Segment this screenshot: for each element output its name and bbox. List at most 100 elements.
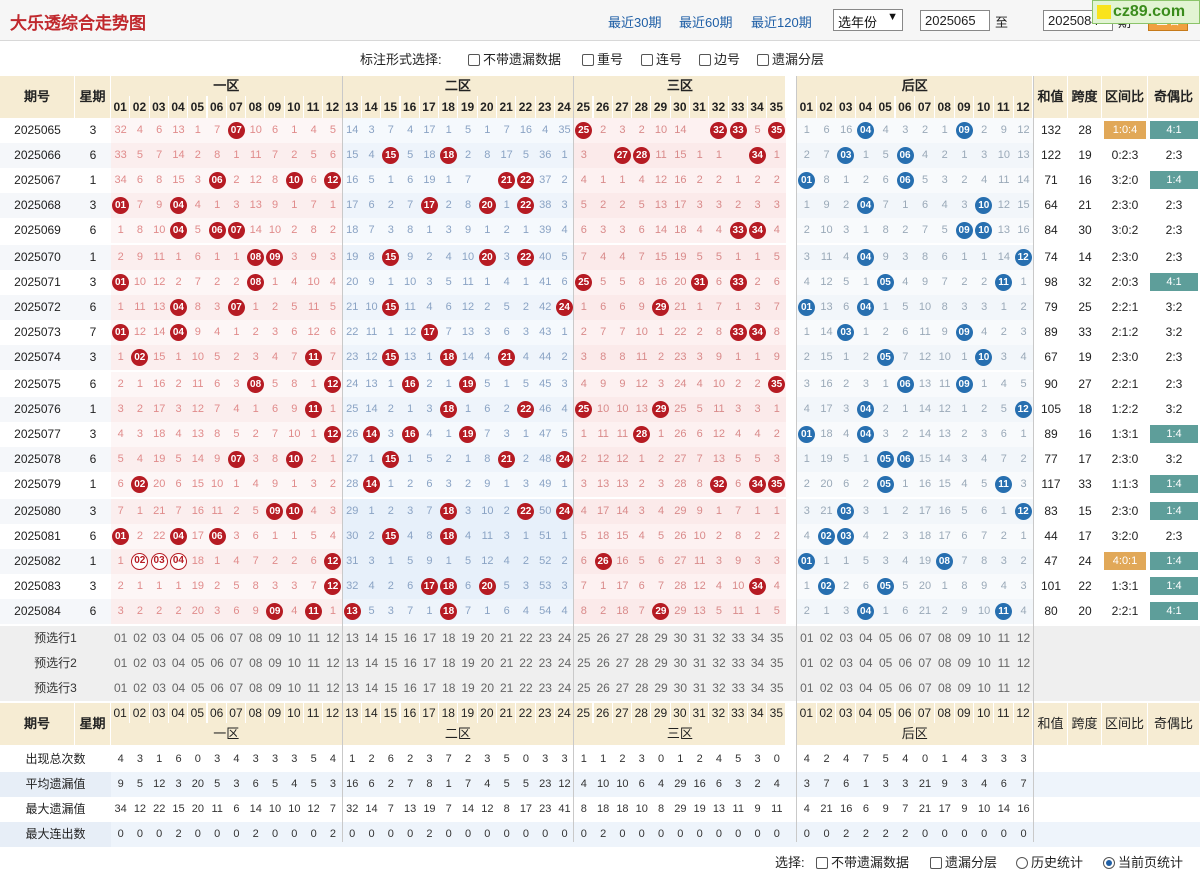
- preselect-number[interactable]: 08: [249, 656, 263, 670]
- preselect-number[interactable]: 12: [326, 631, 340, 645]
- preselect-number[interactable]: 09: [957, 656, 972, 670]
- preselect-number[interactable]: 02: [819, 631, 834, 645]
- preselect-number[interactable]: 32: [712, 656, 726, 670]
- bottom-no-miss[interactable]: 不带遗漏数据: [816, 852, 909, 871]
- preselect-number[interactable]: 12: [326, 681, 340, 695]
- preselect-number[interactable]: 30: [673, 656, 688, 670]
- preselect-number[interactable]: 19: [461, 631, 475, 645]
- radio-selected-icon[interactable]: [1103, 857, 1115, 869]
- preselect-number[interactable]: 13: [345, 681, 359, 695]
- checkbox-icon[interactable]: [699, 54, 711, 66]
- preselect-number[interactable]: 11: [997, 656, 1011, 670]
- checkbox-icon[interactable]: [641, 54, 653, 66]
- preselect-number[interactable]: 03: [152, 631, 166, 645]
- preselect-number[interactable]: 10: [287, 631, 302, 645]
- preselect-number[interactable]: 07: [918, 681, 932, 695]
- preselect-number[interactable]: 18: [442, 631, 456, 645]
- preselect-number[interactable]: 15: [384, 681, 398, 695]
- preselect-number[interactable]: 29: [654, 656, 668, 670]
- preselect-number[interactable]: 06: [210, 631, 224, 645]
- preselect-number[interactable]: 05: [191, 681, 205, 695]
- preselect-number[interactable]: 10: [287, 681, 302, 695]
- preselect-number[interactable]: 12: [326, 656, 340, 670]
- preselect-number[interactable]: 13: [345, 631, 359, 645]
- preselect-number[interactable]: 28: [635, 631, 649, 645]
- preselect-number[interactable]: 34: [750, 656, 765, 670]
- preselect-number[interactable]: 05: [878, 656, 893, 670]
- preselect-number[interactable]: 04: [859, 656, 873, 670]
- preselect-number[interactable]: 07: [229, 631, 244, 645]
- bottom-history-stats[interactable]: 历史统计: [1016, 852, 1083, 871]
- preselect-number[interactable]: 09: [268, 631, 282, 645]
- preselect-number[interactable]: 30: [673, 631, 688, 645]
- preselect-number[interactable]: 34: [750, 631, 765, 645]
- preselect-number[interactable]: 05: [191, 656, 205, 670]
- preselect-number[interactable]: 16: [403, 681, 417, 695]
- bottom-current-stats[interactable]: 当前页统计: [1103, 852, 1183, 871]
- preselect-number[interactable]: 03: [152, 681, 166, 695]
- preselect-number[interactable]: 04: [171, 656, 186, 670]
- recent-120-link[interactable]: 最近120期: [751, 15, 812, 30]
- preselect-number[interactable]: 35: [770, 681, 784, 695]
- preselect-number[interactable]: 14: [364, 656, 379, 670]
- preselect-number[interactable]: 18: [442, 656, 456, 670]
- preselect-number[interactable]: 01: [800, 681, 814, 695]
- preselect-number[interactable]: 02: [133, 631, 147, 645]
- preselect-number[interactable]: 02: [133, 656, 147, 670]
- preselect-number[interactable]: 20: [480, 681, 495, 695]
- bottom-miss-layer[interactable]: 遗漏分层: [930, 852, 997, 871]
- checkbox-icon[interactable]: [757, 54, 769, 66]
- preselect-number[interactable]: 33: [731, 681, 745, 695]
- preselect-number[interactable]: 11: [307, 681, 320, 695]
- preselect-number[interactable]: 03: [839, 656, 853, 670]
- preselect-number[interactable]: 01: [800, 631, 814, 645]
- preselect-number[interactable]: 17: [422, 656, 437, 670]
- preselect-number[interactable]: 01: [113, 656, 128, 670]
- preselect-number[interactable]: 25: [577, 681, 591, 695]
- preselect-number[interactable]: 10: [977, 631, 991, 645]
- preselect-number[interactable]: 05: [878, 681, 893, 695]
- preselect-number[interactable]: 14: [364, 631, 379, 645]
- checkbox-icon[interactable]: [582, 54, 594, 66]
- preselect-number[interactable]: 10: [287, 656, 302, 670]
- preselect-number[interactable]: 14: [364, 681, 379, 695]
- preselect-number[interactable]: 35: [770, 631, 784, 645]
- preselect-number[interactable]: 09: [268, 656, 282, 670]
- preselect-number[interactable]: 09: [268, 681, 282, 695]
- preselect-number[interactable]: 12: [1016, 681, 1031, 695]
- option-consecutive[interactable]: 连号: [641, 49, 682, 68]
- preselect-number[interactable]: 01: [800, 656, 814, 670]
- preselect-number[interactable]: 12: [1016, 656, 1031, 670]
- preselect-number[interactable]: 08: [249, 631, 263, 645]
- preselect-number[interactable]: 06: [898, 681, 913, 695]
- checkbox-icon[interactable]: [816, 857, 828, 869]
- preselect-number[interactable]: 04: [171, 631, 186, 645]
- preselect-number[interactable]: 31: [692, 681, 707, 695]
- preselect-number[interactable]: 28: [635, 681, 649, 695]
- preselect-number[interactable]: 04: [859, 681, 873, 695]
- preselect-number[interactable]: 13: [345, 656, 359, 670]
- preselect-number[interactable]: 21: [499, 631, 514, 645]
- preselect-number[interactable]: 33: [731, 656, 745, 670]
- preselect-number[interactable]: 17: [422, 681, 437, 695]
- preselect-number[interactable]: 06: [898, 631, 913, 645]
- preselect-number[interactable]: 16: [403, 656, 417, 670]
- preselect-number[interactable]: 19: [461, 681, 475, 695]
- preselect-number[interactable]: 11: [307, 631, 320, 645]
- preselect-number[interactable]: 22: [519, 656, 533, 670]
- preselect-number[interactable]: 01: [113, 631, 128, 645]
- preselect-number[interactable]: 08: [249, 681, 263, 695]
- preselect-number[interactable]: 09: [957, 681, 972, 695]
- preselect-number[interactable]: 06: [210, 656, 224, 670]
- preselect-number[interactable]: 21: [499, 656, 514, 670]
- preselect-number[interactable]: 23: [538, 631, 552, 645]
- preselect-number[interactable]: 07: [918, 656, 932, 670]
- preselect-number[interactable]: 03: [839, 681, 853, 695]
- preselect-number[interactable]: 05: [191, 631, 205, 645]
- preselect-number[interactable]: 09: [957, 631, 972, 645]
- preselect-number[interactable]: 33: [731, 631, 745, 645]
- preselect-number[interactable]: 19: [461, 656, 475, 670]
- preselect-number[interactable]: 11: [997, 681, 1011, 695]
- preselect-number[interactable]: 26: [596, 656, 610, 670]
- preselect-number[interactable]: 22: [519, 631, 533, 645]
